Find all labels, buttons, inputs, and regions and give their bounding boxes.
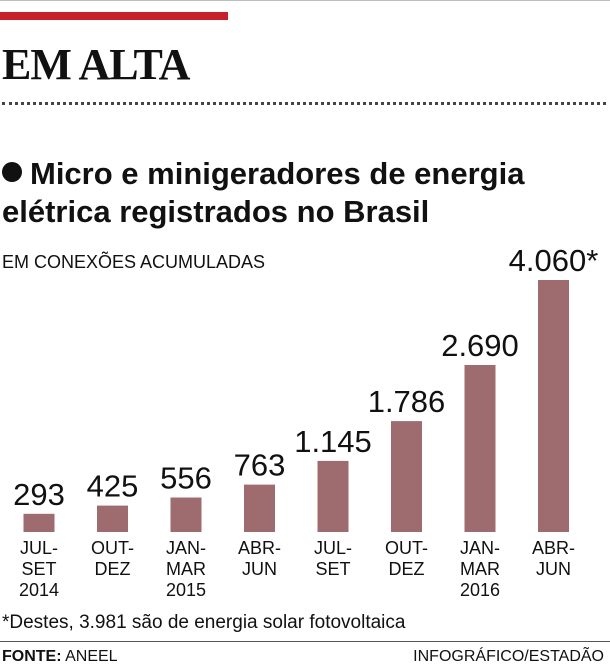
category-label-line: 2014 bbox=[19, 580, 59, 600]
bar-7 bbox=[538, 280, 569, 532]
category-label-line: ABR- bbox=[238, 538, 281, 558]
data-label-1: 425 bbox=[87, 469, 139, 504]
category-label-line: DEZ bbox=[389, 559, 425, 579]
category-label-line: JUL- bbox=[314, 538, 352, 558]
data-label-3: 763 bbox=[234, 448, 286, 483]
category-label-line: JUL- bbox=[20, 538, 58, 558]
category-label-line: DEZ bbox=[95, 559, 131, 579]
category-label-line: SET bbox=[315, 559, 350, 579]
chart-title-text: Micro e minigeradores de energia elétric… bbox=[2, 156, 525, 229]
category-label-0: JUL-SET 2014 bbox=[19, 538, 59, 600]
bar-4 bbox=[317, 460, 349, 532]
category-label-line: 2016 bbox=[460, 580, 500, 600]
data-label-4: 1.145 bbox=[294, 424, 372, 459]
bar-3 bbox=[244, 484, 275, 532]
category-label-line: JAN- bbox=[460, 538, 500, 558]
category-label-line: OUT- bbox=[91, 538, 134, 558]
source-line: FONTE: ANEEL bbox=[2, 648, 118, 666]
footnote: *Destes, 3.981 são de energia solar foto… bbox=[2, 612, 406, 633]
category-label-line: ABR- bbox=[532, 538, 575, 558]
bar-1 bbox=[97, 505, 128, 532]
category-label-4: JUL-SET bbox=[314, 538, 352, 579]
category-label-line: JAN- bbox=[166, 538, 206, 558]
dotted-divider bbox=[2, 102, 606, 105]
category-label-3: ABR-JUN bbox=[238, 538, 281, 579]
category-label-line: 2015 bbox=[166, 580, 206, 600]
category-label-line: OUT- bbox=[385, 538, 428, 558]
category-label-line: JUN bbox=[242, 559, 277, 579]
section-title: EM ALTA bbox=[2, 40, 190, 89]
bar-2 bbox=[170, 497, 202, 532]
unit-label: EM CONEXÕES ACUMULADAS bbox=[2, 252, 266, 272]
source-label: FONTE: bbox=[2, 648, 62, 665]
bullet-icon bbox=[2, 162, 22, 182]
bar-0 bbox=[23, 513, 55, 532]
category-label-5: OUT-DEZ bbox=[385, 538, 428, 579]
category-label-line: JUN bbox=[536, 559, 571, 579]
data-label-7: 4.060* bbox=[509, 243, 599, 278]
source-value: ANEEL bbox=[65, 648, 118, 665]
category-label-2: JAN-MAR 2015 bbox=[166, 538, 206, 600]
category-label-line: MAR bbox=[460, 559, 500, 579]
data-label-5: 1.786 bbox=[368, 384, 446, 419]
data-label-0: 293 bbox=[13, 477, 65, 512]
accent-bar bbox=[0, 12, 228, 20]
data-label-2: 556 bbox=[160, 461, 212, 496]
footer-rule bbox=[0, 641, 610, 642]
category-label-6: JAN-MAR 2016 bbox=[460, 538, 500, 600]
bar-5 bbox=[391, 421, 422, 532]
top-rule bbox=[0, 0, 610, 1]
category-label-7: ABR-JUN bbox=[532, 538, 575, 579]
data-label-6: 2.690 bbox=[441, 328, 519, 363]
chart-title: Micro e minigeradores de energia elétric… bbox=[2, 155, 602, 231]
credit-line: INFOGRÁFICO/ESTADÃO bbox=[413, 648, 604, 665]
category-label-1: OUT-DEZ bbox=[91, 538, 134, 579]
bar-6 bbox=[464, 365, 496, 532]
category-label-line: SET bbox=[21, 559, 56, 579]
category-label-line: MAR bbox=[166, 559, 206, 579]
